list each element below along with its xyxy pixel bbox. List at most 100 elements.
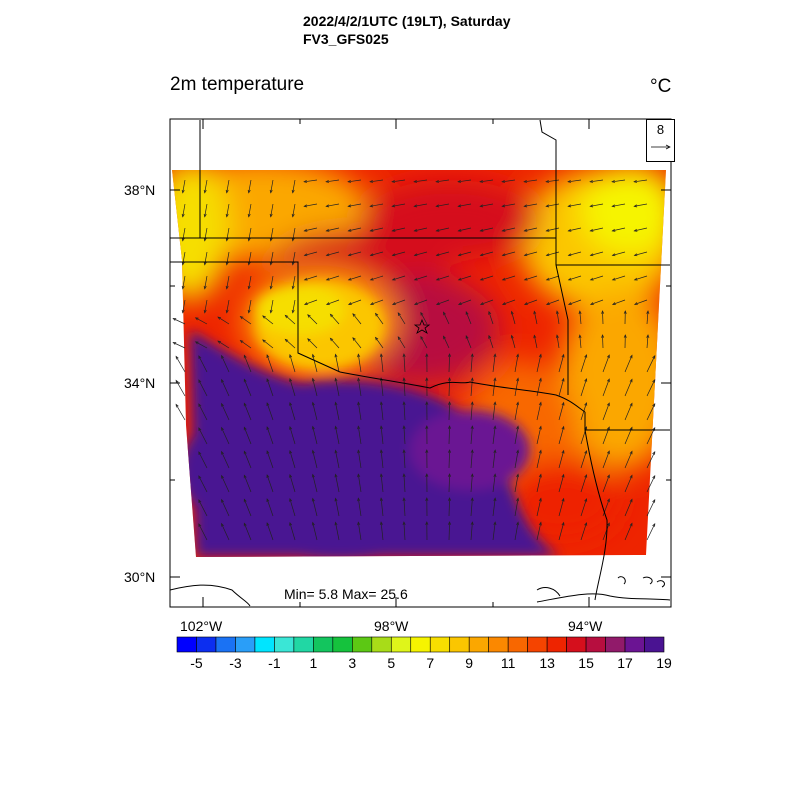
wind-arrow-head [221,450,224,455]
wind-arrow [175,404,186,421]
wind-arrow [448,449,450,469]
wind-arrow-head [516,521,520,526]
wind-arrow-head [334,497,338,502]
wind-arrow-head [646,310,650,315]
wind-arrow-head [325,302,330,305]
wind-arrow [624,451,633,469]
wind-arrow-head [652,498,656,503]
wind-arrow-head [289,497,293,502]
wind-arrow [248,299,252,313]
wind-arrow-head [589,204,594,208]
wind-arrow [634,179,648,183]
wind-arrow [370,251,384,256]
wind-arrow-head [347,179,352,183]
wind-arrow [304,251,318,256]
wind-arrow-head [652,378,656,383]
wind-arrow-head [493,377,497,382]
wind-arrow-head [198,355,202,360]
wind-arrow [348,299,362,305]
wind-arrow-head [347,302,352,305]
colorbar-label: 1 [309,655,318,671]
wind-arrow-head [561,449,565,454]
wind-arrow-head [493,425,497,430]
wind-arrow-head [329,337,334,342]
colorbar-swatch [215,636,236,653]
wind-arrow-head [379,449,383,454]
wind-arrow [266,450,274,469]
wind-arrow-head [435,253,440,257]
wind-arrow [646,451,656,469]
wind-arrow-head [369,179,374,183]
wind-arrow [204,203,208,217]
wind-arrow-head [652,354,656,359]
wind-arrow-head [325,277,330,281]
wind-arrow-head [425,425,429,429]
wind-arrow-head [533,310,537,315]
colorbar-swatch [488,636,509,653]
wind-arrow [326,251,340,256]
wind-arrow [243,499,252,517]
wind-arrow [289,402,296,421]
wind-arrow-head [307,314,311,318]
wind-arrow-head [334,353,338,358]
wind-arrow [492,354,496,373]
wind-arrow-head [479,277,484,281]
wind-arrow [289,498,296,517]
wind-arrow-head [457,179,462,183]
wind-arrow-head [325,228,330,232]
wind-arrow [634,251,648,256]
wind-arrow [326,275,340,281]
wind-arrow [292,227,296,241]
wind-arrow [612,179,626,183]
wind-arrow-head [307,338,311,342]
colorbar-swatch [546,636,567,653]
wind-arrow [514,378,519,397]
wind-arrow-head [391,253,396,257]
wind-arrow-head [561,521,565,526]
wind-arrow [511,335,516,349]
wind-arrow-head [325,204,330,208]
wind-arrow-head [175,403,179,408]
wind-arrow-head [652,474,656,479]
wind-arrow-head [501,204,506,208]
wind-arrow [480,251,494,256]
wind-arrow [221,355,230,373]
wind-arrow-head [652,522,656,527]
wind-arrow-head [402,449,406,454]
wind-arrow [514,402,519,421]
wind-arrow [536,498,542,517]
wind-arrow-head [291,309,295,314]
wind-arrow [502,203,516,207]
wind-arrow-head [623,310,627,314]
wind-arrow-head [289,377,293,382]
colorbar-swatch [585,636,606,653]
wind-arrow-head [561,473,565,478]
wind-arrow [312,522,318,541]
wind-arrow-head [329,313,334,318]
wind-arrow [580,522,587,541]
wind-arrow-head [611,204,616,208]
colorbar-swatch [605,636,626,653]
wind-arrow [558,426,565,445]
wind-arrow [646,403,656,421]
wind-arrow-head [379,497,383,502]
wind-arrow-head [311,521,315,526]
wind-arrow-head [538,473,542,478]
wind-arrow-head [516,353,520,358]
wind-arrow [492,498,496,517]
wind-arrow [470,402,473,421]
wind-arrow [448,521,450,541]
wind-arrow [198,523,208,541]
wind-arrow-head [493,449,497,454]
wind-arrow [198,379,208,397]
wind-arrow [634,203,648,207]
wind-arrow [414,227,428,232]
wind-arrow [580,474,587,493]
wind-arrow [289,474,296,493]
wind-arrow-head [447,521,452,525]
wind-arrow-head [369,302,374,305]
wind-arrow-head [611,277,616,281]
colorbar-swatch [644,636,665,653]
wind-arrow-head [633,253,638,257]
wind-arrow [248,203,252,217]
